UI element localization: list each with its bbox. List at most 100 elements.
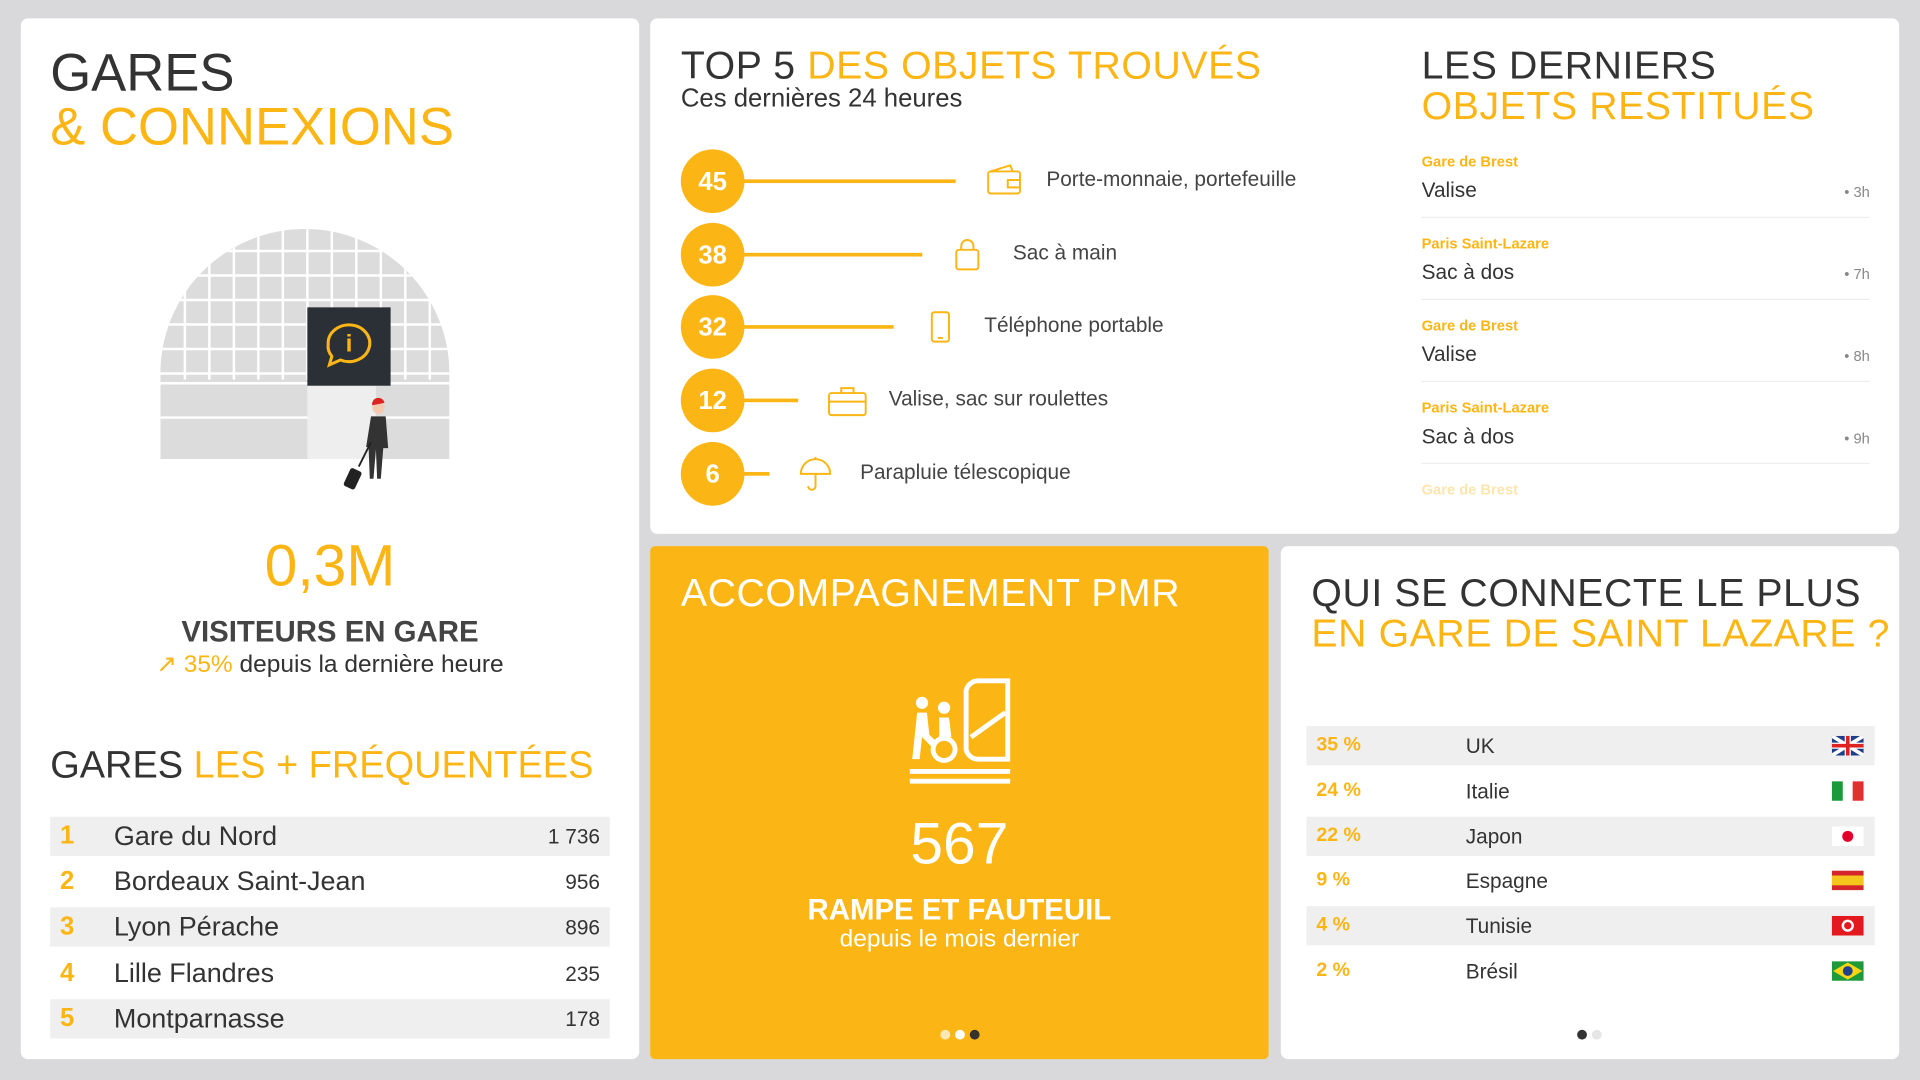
pmr-panel: ACCOMPAGNEMENT PMR 567 RAMPE ET FAUTEUIL… [650, 546, 1269, 1060]
top5-title-main: TOP 5 [680, 42, 796, 87]
country-flag [1831, 780, 1864, 801]
object-count-badge [680, 222, 745, 287]
object-count: 45 [698, 168, 727, 196]
station-name: Lyon Pérache [113, 911, 280, 943]
icon-shape [800, 456, 832, 491]
rank: 3 [60, 912, 75, 941]
object-count-badge [680, 149, 745, 214]
connect-row-bg [1306, 771, 1875, 811]
connect-share: 4 % [1316, 914, 1351, 936]
object-bar [740, 252, 923, 257]
connect-share: 9 % [1316, 869, 1351, 891]
returned-object: Valise [1421, 342, 1477, 367]
station-name: Montparnasse [113, 1002, 285, 1034]
pmr-sublabel: depuis le mois dernier [839, 925, 1080, 953]
object-label: Valise, sac sur roulettes [888, 387, 1109, 411]
icon-shape [930, 311, 950, 344]
connect-share: 24 % [1316, 779, 1361, 801]
returned-title: LES DERNIERS [1421, 42, 1717, 87]
connect-country: Espagne [1465, 869, 1548, 894]
returned-station: Paris Saint-Lazare [1421, 235, 1550, 253]
object-bar [740, 471, 770, 476]
connect-country: Tunisie [1465, 914, 1533, 939]
connections-panel: QUI SE CONNECTE LE PLUS EN GARE DE SAINT… [1280, 546, 1900, 1060]
connect-share: 2 % [1316, 960, 1351, 981]
returned-station: Gare de Brest [1421, 317, 1519, 335]
object-bar [740, 325, 894, 330]
ranking-row-bg [50, 907, 610, 948]
country-flag [1831, 961, 1864, 981]
object-icon [800, 456, 832, 491]
station-count: 956 [565, 870, 601, 895]
pmr-title: ACCOMPAGNEMENT PMR [680, 570, 1181, 615]
pmr-value: 567 [910, 811, 1009, 877]
object-count-badge [680, 368, 745, 433]
separator [1421, 380, 1870, 383]
connect-country: Italie [1465, 779, 1510, 804]
top5-row-graphic: 38 [680, 222, 923, 287]
top5-subtitle: Ces dernières 24 heures [680, 84, 963, 113]
ranking-row-bg [50, 953, 610, 993]
ranking-title-accent: LES + FRÉQUENTÉES [193, 743, 594, 787]
connect-title-accent: EN GARE DE SAINT LAZARE ? [1311, 611, 1890, 656]
object-count: 32 [698, 314, 727, 342]
object-bar [740, 179, 956, 184]
country-flag [1831, 735, 1864, 756]
country-flag [1831, 871, 1864, 891]
returned-object: Sac à dos [1421, 260, 1515, 285]
returned-time: • 3h [1844, 183, 1870, 201]
top5-row-graphic: 32 [680, 295, 894, 360]
connect-row-bg [1306, 816, 1875, 856]
object-icon [955, 238, 980, 270]
visitors-trend: ↗ 35% depuis la dernière heure [21, 649, 639, 680]
rank: 4 [60, 958, 75, 987]
object-label: Porte-monnaie, portefeuille [1046, 167, 1297, 192]
trend-value: 35% [183, 651, 233, 679]
pagination[interactable] [937, 1027, 986, 1042]
panel-title-accent: & CONNEXIONS [50, 97, 454, 157]
station-name: Gare du Nord [113, 820, 278, 852]
station-count: 896 [565, 916, 601, 940]
returned-station: Gare de Brest [1421, 153, 1519, 171]
top5-row-graphic: 6 [680, 441, 770, 506]
ranking-title-main: GARES [50, 743, 184, 787]
stations-panel: GARES & CONNEXIONS i 0,3M VISITEURS EN G [20, 18, 640, 1060]
object-count-badge [680, 441, 745, 506]
pagination[interactable] [1572, 1027, 1606, 1042]
connect-country: UK [1465, 734, 1495, 758]
pmr-label: RAMPE ET FAUTEUIL [807, 893, 1112, 927]
object-icon [827, 387, 867, 417]
object-label: Téléphone portable [984, 313, 1164, 338]
svg-text:i: i [346, 330, 353, 357]
returned-object: Sac à dos [1421, 424, 1515, 449]
object-count-badge [680, 295, 745, 360]
station-count: 1 736 [547, 825, 601, 849]
separator [1421, 462, 1870, 465]
rank: 2 [60, 867, 75, 896]
returned-time: • 9h [1844, 429, 1870, 447]
returned-object: Valise [1421, 178, 1477, 203]
connect-title: QUI SE CONNECTE LE PLUS [1311, 570, 1862, 615]
connect-share: 22 % [1316, 824, 1361, 846]
object-count: 12 [698, 387, 727, 415]
visitors-value: 0,3M [264, 533, 396, 599]
station-count: 235 [565, 961, 601, 986]
rank: 5 [60, 1003, 75, 1032]
connect-country: Japon [1465, 824, 1523, 849]
station-illustration: i [160, 228, 450, 490]
returned-station: Paris Saint-Lazare [1421, 399, 1550, 417]
ranking-row-bg [50, 998, 610, 1039]
station-name: Lille Flandres [113, 957, 275, 988]
returned-title-accent: OBJETS RESTITUÉS [1421, 83, 1815, 128]
country-flag [1831, 826, 1864, 846]
returned-station: Gare de Brest [1421, 481, 1519, 499]
object-label: Parapluie télescopique [860, 460, 1071, 484]
top5-row-graphic: 45 [680, 149, 956, 214]
object-count: 38 [698, 241, 727, 269]
connect-country: Brésil [1465, 960, 1518, 984]
connect-share: 35 % [1316, 734, 1361, 756]
returned-time: • 8h [1844, 347, 1870, 365]
